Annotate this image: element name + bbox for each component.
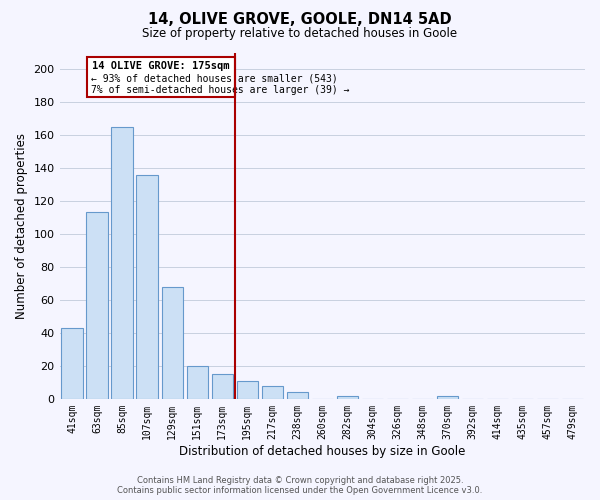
Bar [61, 328, 83, 399]
Text: Size of property relative to detached houses in Goole: Size of property relative to detached ho… [142, 28, 458, 40]
FancyBboxPatch shape [87, 58, 235, 97]
Y-axis label: Number of detached properties: Number of detached properties [15, 132, 28, 318]
Text: Contains HM Land Registry data © Crown copyright and database right 2025.
Contai: Contains HM Land Registry data © Crown c… [118, 476, 482, 495]
Bar [236, 380, 258, 399]
Bar [262, 386, 283, 399]
Bar [112, 126, 133, 399]
Text: ← 93% of detached houses are smaller (543): ← 93% of detached houses are smaller (54… [91, 74, 338, 84]
Text: 14, OLIVE GROVE, GOOLE, DN14 5AD: 14, OLIVE GROVE, GOOLE, DN14 5AD [148, 12, 452, 28]
X-axis label: Distribution of detached houses by size in Goole: Distribution of detached houses by size … [179, 444, 466, 458]
Bar [212, 374, 233, 399]
Text: 7% of semi-detached houses are larger (39) →: 7% of semi-detached houses are larger (3… [91, 86, 349, 96]
Bar [287, 392, 308, 399]
Bar [161, 286, 183, 399]
Text: 14 OLIVE GROVE: 175sqm: 14 OLIVE GROVE: 175sqm [92, 60, 230, 70]
Bar [337, 396, 358, 399]
Bar [437, 396, 458, 399]
Bar [187, 366, 208, 399]
Bar [136, 174, 158, 399]
Bar [86, 212, 108, 399]
